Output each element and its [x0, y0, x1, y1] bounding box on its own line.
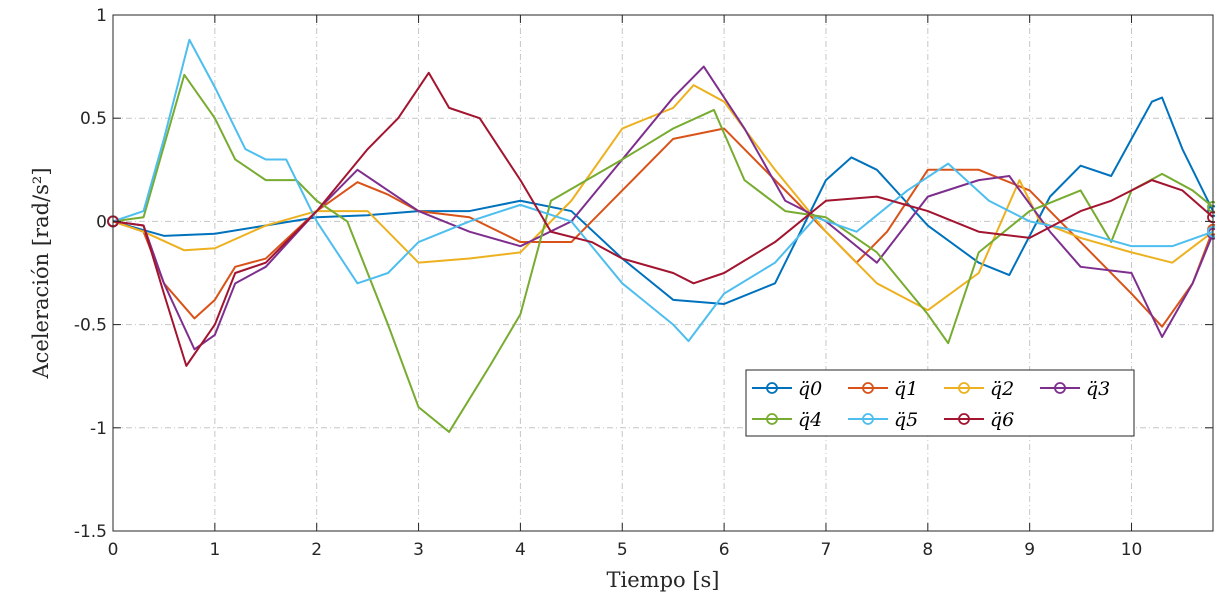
legend-entry-label: q̈2: [990, 378, 1014, 400]
x-tick-label: 7: [821, 540, 832, 560]
legend-marker: [862, 382, 874, 394]
legend-marker: [958, 413, 970, 425]
series-line-4: [112, 73, 1214, 433]
series-line-3: [112, 65, 1214, 351]
x-tick-label: 2: [311, 540, 322, 560]
series-line-1: [112, 127, 1214, 328]
x-axis-label: Tiempo [s]: [607, 568, 720, 592]
x-tick-label: 8: [922, 540, 933, 560]
legend-entry-label: q̈6: [990, 409, 1014, 431]
series-line-2: [112, 84, 1214, 312]
x-tick-label: 3: [413, 540, 424, 560]
series-line-0: [112, 96, 1214, 305]
x-tick-label: 9: [1024, 540, 1035, 560]
legend: q̈0 q̈1 q̈2 q̈3 q̈4 q̈5 q̈6: [745, 369, 1135, 437]
grid: [113, 15, 1213, 531]
legend-box: [745, 369, 1135, 437]
legend-entry-label: q̈3: [1086, 378, 1110, 400]
y-tick-label: 0.5: [80, 109, 107, 129]
legend-entry-label: q̈1: [894, 378, 918, 400]
series-layer: [107, 38, 1215, 433]
legend-marker: [958, 382, 970, 394]
x-tick-label: 1: [209, 540, 220, 560]
series-line-5: [112, 38, 1214, 343]
y-tick-label: 0: [96, 212, 107, 232]
legend-marker: [766, 413, 778, 425]
series-line-6: [112, 71, 1214, 367]
x-tick-label: 0: [108, 540, 119, 560]
y-axis-label: Aceleración [rad/s²]: [29, 167, 53, 379]
legend-marker: [766, 382, 778, 394]
axes-box: [112, 14, 1214, 532]
y-tick-label: 1: [96, 6, 107, 26]
y-tick-label: -1.5: [74, 522, 107, 542]
legend-marker: [862, 413, 874, 425]
legend-entry-label: q̈0: [798, 378, 822, 400]
y-tick-label: -0.5: [74, 316, 107, 336]
x-tick-label: 6: [719, 540, 730, 560]
x-tick-label: 5: [617, 540, 628, 560]
x-tick-label: 10: [1121, 540, 1143, 560]
x-tick-label: 4: [515, 540, 526, 560]
legend-marker: [1054, 382, 1066, 394]
ticks: 0 1 2 3 4 5 6 7 8 9 10 -1.5 -1 -0.5 0 0.5 1: [74, 6, 1213, 560]
legend-entry-label: q̈5: [894, 409, 918, 431]
legend-entry-label: q̈4: [798, 409, 822, 431]
y-tick-label: -1: [90, 419, 107, 439]
